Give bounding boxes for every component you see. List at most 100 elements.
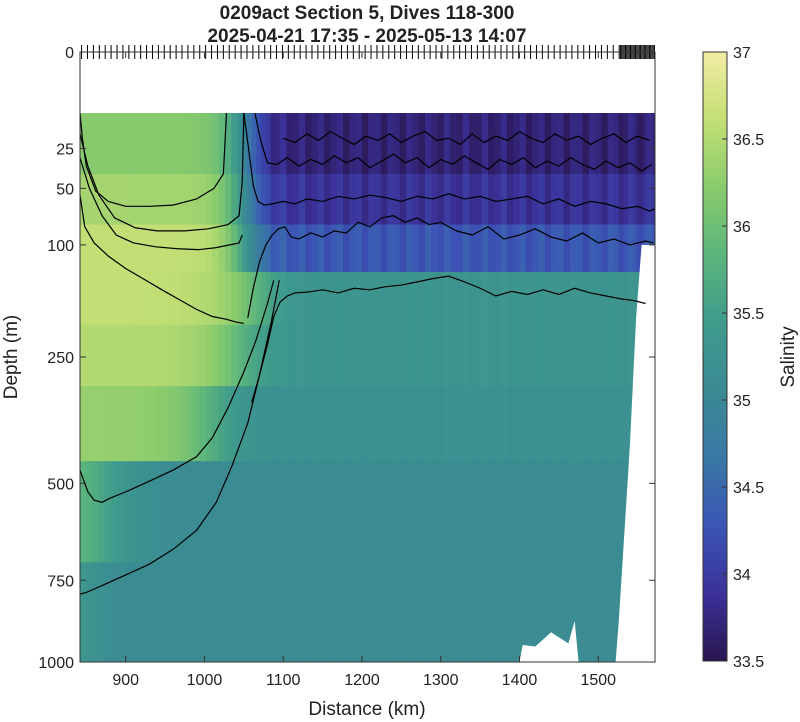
- salinity-cell: [324, 324, 332, 387]
- salinity-cell: [86, 271, 94, 326]
- salinity-cell: [280, 386, 287, 462]
- salinity-cell: [124, 113, 132, 175]
- salinity-cell: [488, 386, 495, 462]
- salinity-cell: [628, 113, 634, 175]
- salinity-cell: [86, 324, 94, 387]
- salinity-cell: [237, 271, 243, 326]
- salinity-cell: [525, 562, 533, 662]
- salinity-cell: [187, 386, 195, 462]
- salinity-cell: [286, 174, 294, 226]
- salinity-cell: [355, 324, 363, 387]
- salinity-cell: [130, 224, 138, 273]
- salinity-cell: [418, 324, 426, 387]
- salinity-cell: [193, 271, 201, 326]
- salinity-cell: [270, 113, 276, 175]
- salinity-cell: [481, 271, 489, 326]
- salinity-cell: [130, 271, 138, 326]
- salinity-cell: [513, 271, 521, 326]
- salinity-cell: [349, 386, 357, 462]
- salinity-cell: [330, 324, 338, 387]
- contour-line-36-5: [80, 112, 228, 207]
- salinity-cell: [143, 461, 150, 563]
- salinity-cell: [488, 324, 495, 387]
- salinity-cell: [168, 324, 176, 387]
- salinity-cell: [231, 386, 239, 462]
- salinity-cell: [256, 224, 262, 273]
- salinity-cell: [532, 113, 540, 175]
- salinity-cell: [349, 224, 357, 273]
- salinity-cell: [462, 386, 470, 462]
- salinity-cell: [174, 174, 182, 226]
- salinity-cell: [368, 113, 376, 175]
- salinity-cell: [368, 271, 376, 326]
- salinity-cell: [280, 224, 287, 273]
- salinity-cell: [393, 461, 401, 563]
- salinity-cell: [206, 174, 213, 226]
- salinity-cell: [92, 174, 100, 226]
- salinity-cell: [193, 224, 201, 273]
- salinity-cell: [595, 271, 603, 326]
- salinity-cell: [275, 386, 281, 462]
- salinity-cell: [425, 562, 432, 662]
- salinity-cell: [494, 224, 502, 273]
- salinity-cell: [506, 113, 514, 175]
- salinity-cell: [544, 113, 552, 175]
- salinity-cell: [187, 174, 195, 226]
- salinity-cell: [180, 461, 188, 563]
- salinity-cell: [155, 461, 163, 563]
- salinity-cell: [525, 386, 533, 462]
- salinity-cell: [636, 224, 640, 273]
- salinity-cell: [124, 224, 132, 273]
- salinity-cell: [500, 113, 508, 175]
- salinity-cell: [469, 113, 477, 175]
- salinity-cell: [648, 174, 653, 226]
- salinity-cell: [576, 113, 584, 175]
- salinity-cell: [155, 562, 163, 662]
- salinity-cell: [393, 224, 401, 273]
- salinity-cell: [361, 324, 369, 387]
- salinity-cell: [475, 174, 483, 226]
- salinity-cell: [399, 271, 407, 326]
- y-tick-label: 1000: [38, 655, 74, 672]
- salinity-cell: [343, 271, 350, 326]
- salinity-cell: [242, 224, 248, 273]
- salinity-cell: [494, 271, 502, 326]
- salinity-cell: [623, 386, 629, 462]
- salinity-cell: [374, 324, 382, 387]
- salinity-cell: [117, 271, 125, 326]
- salinity-cell: [161, 324, 169, 387]
- salinity-cell: [532, 324, 540, 387]
- salinity-cell: [557, 224, 565, 273]
- salinity-cell: [431, 461, 439, 563]
- contour-line-36-2: [80, 194, 244, 325]
- salinity-cell: [298, 386, 306, 462]
- salinity-cell: [343, 461, 350, 563]
- salinity-cell: [636, 113, 640, 175]
- salinity-cell: [500, 224, 508, 273]
- salinity-cell: [628, 224, 634, 273]
- salinity-cell: [525, 174, 533, 226]
- salinity-cell: [256, 174, 262, 226]
- salinity-cell: [563, 113, 571, 175]
- salinity-cell: [519, 386, 527, 462]
- salinity-cell: [618, 324, 625, 387]
- salinity-cell: [311, 324, 319, 387]
- salinity-cell: [130, 461, 138, 563]
- salinity-cell: [475, 224, 483, 273]
- salinity-cell: [80, 562, 87, 662]
- salinity-cell: [130, 113, 138, 175]
- salinity-cell: [261, 174, 267, 226]
- salinity-cell: [628, 386, 634, 462]
- salinity-cell: [582, 461, 590, 563]
- salinity-cell: [618, 113, 625, 175]
- salinity-cell: [224, 386, 232, 462]
- salinity-cell: [143, 224, 150, 273]
- salinity-cell: [336, 562, 344, 662]
- salinity-cell: [111, 562, 119, 662]
- salinity-cell: [425, 224, 432, 273]
- salinity-cell: [437, 113, 445, 175]
- salinity-cell: [519, 224, 527, 273]
- salinity-cell: [270, 174, 276, 226]
- salinity-cell: [265, 386, 272, 462]
